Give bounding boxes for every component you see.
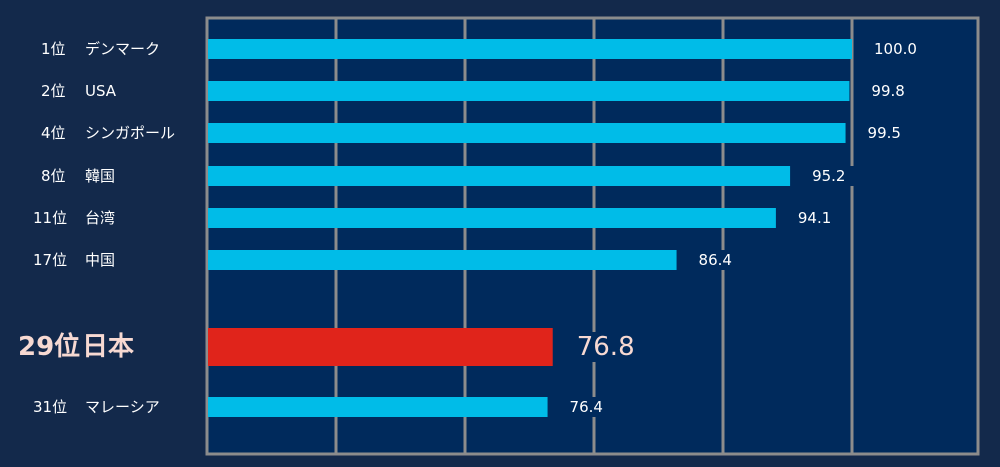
bar-7 [208,397,548,417]
country-label-3: 韓国 [85,167,115,185]
rank-label-0: 1位 [41,40,66,58]
rank-label-5: 17位 [33,251,67,269]
country-label-2: シンガポール [85,124,175,142]
country-label-5: 中国 [85,251,115,269]
country-label-6: 日本 [82,332,134,362]
value-label-bg-4 [793,208,840,228]
bar-4 [208,208,776,228]
value-label-4: 94.1 [798,209,831,227]
value-label-bg-0 [870,39,916,59]
bar-0 [208,39,852,59]
value-label-2: 99.5 [868,124,901,142]
country-label-1: USA [85,82,117,100]
value-label-3: 95.2 [812,167,845,185]
rank-label-7: 31位 [33,398,67,416]
value-label-bg-3 [808,166,855,186]
value-label-bg-5 [694,250,741,270]
bar-6 [208,328,553,366]
rank-label-4: 11位 [33,209,67,227]
rank-label-6: 29位 [18,331,80,362]
value-label-bg-7 [565,397,612,417]
bar-3 [208,166,791,186]
value-label-bg-1 [867,81,914,101]
bar-2 [208,123,846,143]
rank-label-3: 8位 [41,167,66,185]
rank-label-2: 4位 [41,124,66,142]
country-label-4: 台湾 [85,209,115,227]
bar-1 [208,81,850,101]
value-label-7: 76.4 [570,398,603,416]
value-label-bg-2 [863,123,910,143]
value-label-bg-6 [572,332,629,362]
country-label-0: デンマーク [85,40,160,58]
value-label-5: 86.4 [699,251,732,269]
bar-5 [208,250,677,270]
value-label-6: 76.8 [577,332,635,362]
value-label-0: 100.0 [874,40,917,58]
value-label-1: 99.8 [871,82,904,100]
rank-label-1: 2位 [41,82,66,100]
country-label-7: マレーシア [85,398,160,416]
